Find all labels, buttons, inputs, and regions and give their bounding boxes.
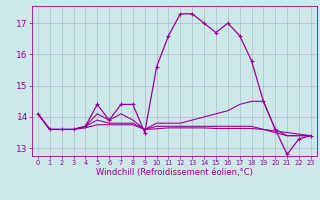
X-axis label: Windchill (Refroidissement éolien,°C): Windchill (Refroidissement éolien,°C) [96,168,253,177]
